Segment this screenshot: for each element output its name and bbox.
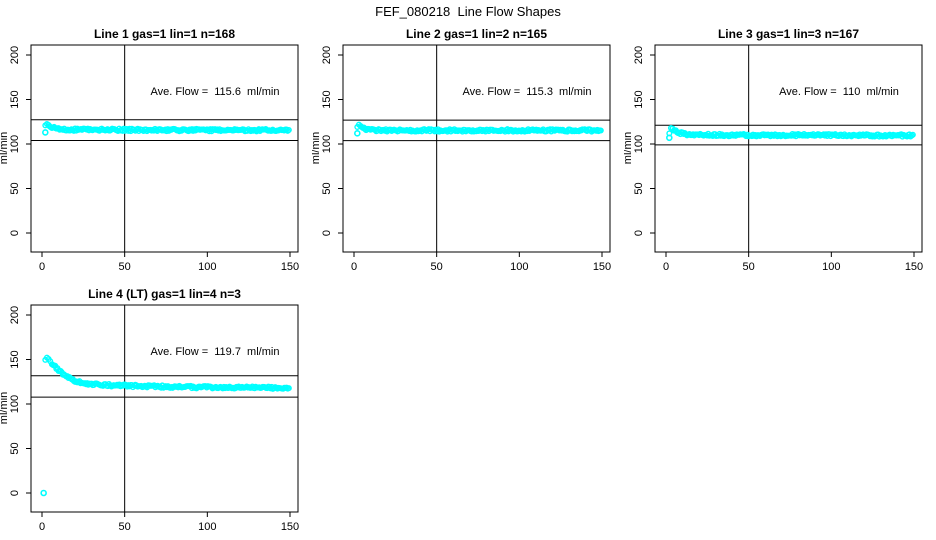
y-tick-label: 200 bbox=[9, 46, 21, 64]
outlier-point bbox=[354, 130, 361, 137]
x-tick-label: 50 bbox=[431, 261, 443, 273]
x-tick-label: 150 bbox=[281, 261, 299, 273]
x-tick-label: 100 bbox=[510, 261, 528, 273]
x-tick-label: 0 bbox=[663, 261, 669, 273]
plot-box bbox=[30, 44, 299, 253]
panel-title-line-4: Line 4 (LT) gas=1 lin=4 n=3 bbox=[88, 287, 241, 301]
x-tick-label: 150 bbox=[905, 261, 923, 273]
x-tick-label: 100 bbox=[198, 261, 216, 273]
y-tick-label: 150 bbox=[9, 350, 21, 368]
y-tick-label: 0 bbox=[633, 230, 645, 236]
y-tick-label: 200 bbox=[633, 46, 645, 64]
panel-title-line-3: Line 3 gas=1 lin=3 n=167 bbox=[717, 27, 860, 41]
x-tick-label: 100 bbox=[198, 521, 216, 533]
figure-title: FEF_080218 Line Flow Shapes bbox=[375, 4, 561, 19]
plot-box bbox=[30, 304, 299, 513]
x-tick-label: 50 bbox=[119, 261, 131, 273]
y-tick-label: 150 bbox=[9, 90, 21, 108]
x-tick-label: 50 bbox=[743, 261, 755, 273]
plot-area-line-1: 0 50 100 150 0 50 100 150 200 ml/min bbox=[0, 44, 299, 273]
outlier-point bbox=[666, 134, 673, 142]
panel-title-line-2: Line 2 gas=1 lin=2 n=165 bbox=[405, 27, 548, 41]
x-tick-label: 0 bbox=[39, 261, 45, 273]
outlier-point bbox=[42, 129, 49, 136]
plot-area-line-4: 0 50 100 150 0 50 100 150 200 ml/min bbox=[0, 304, 299, 533]
y-axis-label: ml/min bbox=[312, 132, 322, 164]
y-tick-label: 150 bbox=[321, 90, 333, 108]
panel-line-3: 0 50 100 150 0 50 100 150 200 ml/min Line 3 gas=1… bbox=[624, 20, 936, 280]
y-tick-label: 0 bbox=[9, 490, 21, 496]
y-tick-label: 50 bbox=[9, 442, 21, 454]
ave-flow-annotation-line-4: Ave. Flow = 119.7 ml/min bbox=[150, 346, 280, 358]
y-tick-label: 100 bbox=[9, 135, 21, 153]
y-tick-label: 200 bbox=[9, 306, 21, 324]
y-tick-label: 100 bbox=[9, 395, 21, 413]
panel-line-2: 0 50 100 150 0 50 100 150 200 ml/min Line 2 gas=1… bbox=[312, 20, 624, 280]
y-tick-label: 150 bbox=[633, 90, 645, 108]
y-tick-label: 50 bbox=[9, 182, 21, 194]
y-axis-label: ml/min bbox=[0, 132, 10, 164]
x-tick-label: 0 bbox=[351, 261, 357, 273]
data-point bbox=[597, 127, 604, 134]
y-tick-label: 100 bbox=[633, 135, 645, 153]
plot-area-line-2: 0 50 100 150 0 50 100 150 200 ml/min bbox=[312, 44, 611, 273]
panel-line-4: 0 50 100 150 0 50 100 150 200 ml/min Line 4 (LT) … bbox=[0, 280, 312, 540]
data-point bbox=[909, 131, 916, 138]
x-tick-label: 150 bbox=[281, 521, 299, 533]
y-axis-label: ml/min bbox=[0, 392, 10, 424]
x-tick-label: 50 bbox=[119, 521, 131, 533]
plot-box bbox=[342, 44, 611, 253]
x-tick-label: 100 bbox=[822, 261, 840, 273]
x-tick-label: 150 bbox=[593, 261, 611, 273]
y-tick-label: 0 bbox=[9, 230, 21, 236]
panel-title-line-1: Line 1 gas=1 lin=1 n=168 bbox=[93, 27, 236, 41]
data-point bbox=[285, 385, 292, 392]
x-tick-label: 0 bbox=[39, 521, 45, 533]
y-tick-label: 200 bbox=[321, 46, 333, 64]
y-axis-label: ml/min bbox=[624, 132, 634, 164]
y-tick-label: 0 bbox=[321, 230, 333, 236]
y-tick-label: 50 bbox=[321, 182, 333, 194]
plot-box bbox=[654, 44, 923, 253]
outlier-point bbox=[40, 489, 47, 497]
y-tick-label: 100 bbox=[321, 135, 333, 153]
y-tick-label: 50 bbox=[633, 182, 645, 194]
plot-area-line-3: 0 50 100 150 0 50 100 150 200 ml/min bbox=[624, 44, 923, 273]
ave-flow-annotation-line-1: Ave. Flow = 115.6 ml/min bbox=[150, 86, 280, 98]
panel-line-1: 0 50 100 150 0 50 100 150 200 ml/min Line 1 gas=1… bbox=[0, 20, 312, 280]
ave-flow-annotation-line-3: Ave. Flow = 110 ml/min bbox=[779, 86, 899, 98]
data-point bbox=[285, 126, 292, 133]
ave-flow-annotation-line-2: Ave. Flow = 115.3 ml/min bbox=[462, 86, 592, 98]
